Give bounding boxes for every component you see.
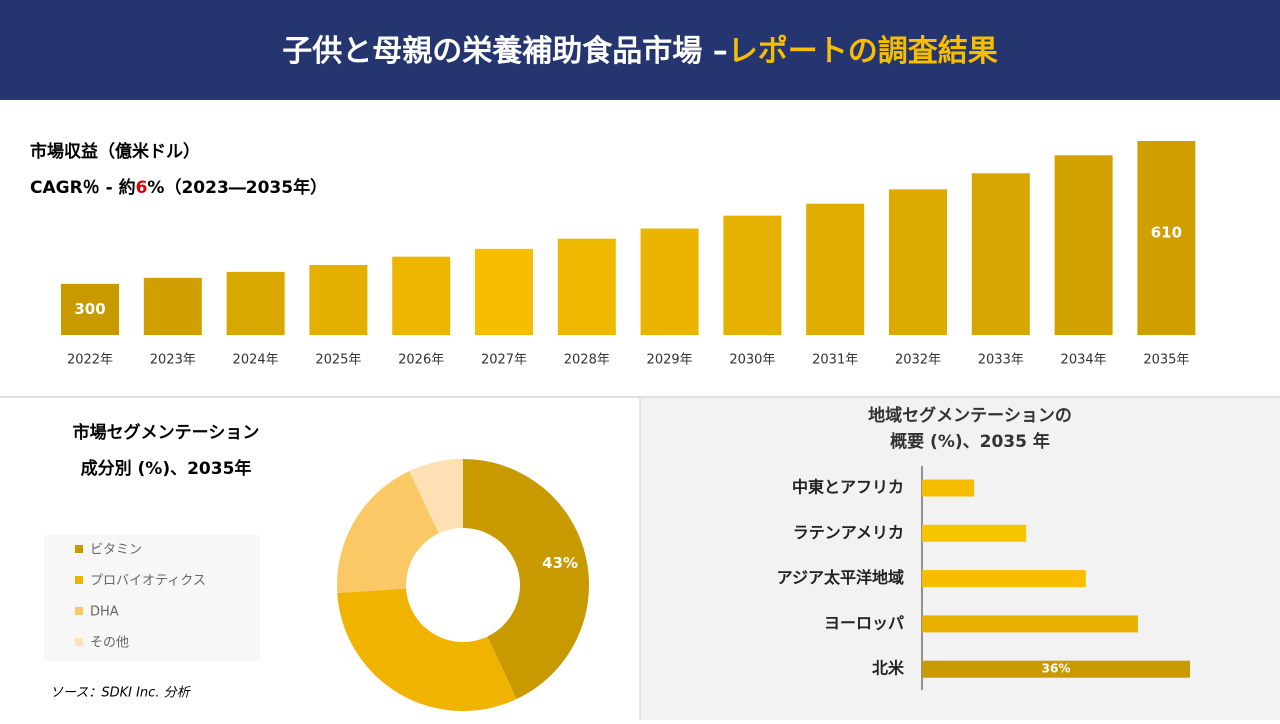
legend-swatch — [75, 638, 83, 646]
x-tick-label: 2033年 — [978, 353, 1024, 368]
legend-label: DHA — [90, 605, 119, 620]
y-tick-label: ラテンアメリカ — [793, 523, 904, 542]
bar — [1137, 141, 1196, 335]
value-label: 36% — [1042, 662, 1071, 676]
bar — [309, 264, 368, 335]
x-tick-label: 2028年 — [564, 353, 610, 368]
x-tick-label: 2029年 — [647, 353, 693, 368]
bar — [922, 524, 1027, 542]
bar — [557, 238, 616, 335]
cagr-suffix: %（2023―2035年） — [147, 177, 327, 198]
x-tick-label: 2030年 — [729, 353, 775, 368]
legend-swatch — [75, 576, 83, 584]
legend-swatch — [75, 545, 83, 553]
legend-label: プロバイオティクス — [90, 574, 206, 589]
cagr: CAGR％ - 約6%（2023―2035年） — [30, 177, 327, 198]
donut-segment — [337, 588, 517, 711]
region-title: 地域セグメンテーションの — [868, 405, 1072, 426]
bar — [889, 189, 947, 335]
x-tick-label: 2025年 — [315, 353, 361, 368]
x-tick-label: 2035年 — [1143, 353, 1189, 368]
donut-segment — [409, 459, 463, 534]
donut-segment — [463, 459, 589, 700]
bar — [143, 277, 202, 335]
bar — [392, 256, 451, 335]
x-tick-label: 2026年 — [398, 353, 444, 368]
revenue-title: 市場収益（億米ドル） — [30, 141, 200, 162]
value-label: 300 — [74, 300, 105, 318]
value-label: 43% — [542, 554, 578, 572]
legend-label: その他 — [90, 636, 129, 651]
legend-swatch — [75, 607, 83, 615]
title-highlight: レポートの調査結果 — [728, 34, 998, 69]
bar — [971, 173, 1030, 335]
cagr-prefix: CAGR％ - 約 — [30, 177, 136, 198]
bar — [806, 203, 865, 335]
y-tick-label: 中東とアフリカ — [792, 478, 904, 497]
x-tick-label: 2031年 — [812, 353, 858, 368]
x-tick-label: 2034年 — [1061, 353, 1107, 368]
y-tick-label: 北米 — [872, 659, 905, 678]
bar — [61, 283, 119, 335]
bar — [226, 271, 285, 335]
legend-label: ビタミン — [90, 543, 142, 558]
x-tick-label: 2022年 — [67, 353, 113, 368]
bar — [723, 215, 782, 335]
segment-title: 成分別 (%)、2035年 — [81, 458, 252, 479]
value-label: 610 — [1151, 224, 1182, 242]
bar — [1054, 155, 1113, 335]
cagr-value: 6 — [136, 178, 148, 198]
y-tick-label: ヨーロッパ — [824, 613, 904, 632]
x-tick-label: 2023年 — [150, 353, 196, 368]
x-tick-label: 2032年 — [895, 353, 941, 368]
bar — [475, 248, 533, 335]
header-bg — [0, 0, 1280, 100]
bar — [640, 228, 699, 335]
x-tick-label: 2027年 — [481, 353, 527, 368]
donut-segment — [337, 470, 439, 593]
bar — [922, 660, 1190, 678]
segment-title: 市場セグメンテーション — [73, 422, 260, 443]
bar — [922, 615, 1138, 633]
bar — [922, 570, 1086, 588]
title-main: 子供と母親の栄養補助食品市場 – — [282, 34, 727, 69]
x-tick-label: 2024年 — [233, 353, 279, 368]
header-title: 子供と母親の栄養補助食品市場 –レポートの調査結果 — [282, 34, 997, 69]
region-title: 概要 (%)、2035 年 — [890, 431, 1050, 452]
y-tick-label: アジア太平洋地域 — [777, 568, 904, 587]
bar — [922, 479, 975, 497]
source: ソース：SDKI Inc. 分析 — [50, 686, 192, 701]
